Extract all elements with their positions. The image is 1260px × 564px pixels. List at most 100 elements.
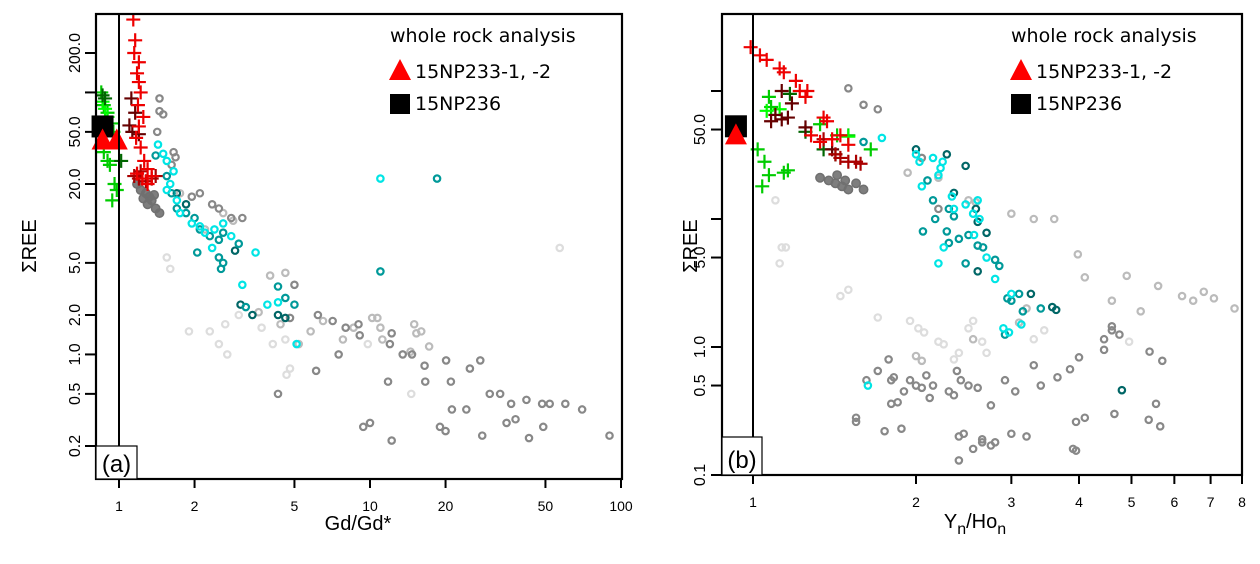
point-cyan xyxy=(273,298,283,307)
point-darkgreen-plus xyxy=(782,86,797,101)
point-verylightgray xyxy=(771,195,780,205)
point-gray xyxy=(977,435,987,444)
point-gray xyxy=(1151,399,1161,409)
point-verylightgray xyxy=(220,319,230,329)
point-teal xyxy=(1007,296,1016,305)
point-gray xyxy=(844,83,853,93)
whole-rock-triangle-15NP233-2 xyxy=(105,128,128,150)
point-darkred-plus xyxy=(828,147,843,162)
series-gray-filled xyxy=(132,179,165,219)
point-verylightgray xyxy=(1029,334,1039,344)
point-verylightgray xyxy=(234,310,244,320)
point-maroon-plus xyxy=(774,84,789,98)
series-lightgray xyxy=(903,168,1239,366)
panel-label: (a) xyxy=(102,451,131,478)
point-verylightgray xyxy=(281,335,290,344)
point-teal xyxy=(859,137,868,147)
point-cyan xyxy=(263,300,272,309)
point-teal xyxy=(216,264,226,274)
point-gray xyxy=(1053,372,1062,382)
point-red-plus xyxy=(130,98,145,113)
x-tick-label: 6 xyxy=(1170,494,1178,510)
point-gray-filled xyxy=(154,208,165,219)
point-lightgray xyxy=(175,188,185,198)
point-lightgray xyxy=(1209,294,1219,303)
x-tick-label: 7 xyxy=(1207,494,1215,510)
point-verylightgray xyxy=(214,339,224,349)
point-red-plus xyxy=(816,110,831,125)
point-lightgray xyxy=(1107,296,1117,305)
point-gray xyxy=(949,390,959,400)
y-tick-label: 1.0 xyxy=(67,343,84,365)
point-lightgray xyxy=(1153,281,1163,291)
point-verylightgray xyxy=(1039,326,1049,335)
point-cyan xyxy=(917,182,927,191)
point-gray xyxy=(1000,375,1010,385)
point-red-plus xyxy=(800,84,815,98)
point-gray xyxy=(207,199,217,209)
point-gray xyxy=(1157,356,1167,366)
point-red-plus xyxy=(804,128,819,143)
point-lightgray xyxy=(1177,291,1187,301)
point-cyan xyxy=(158,149,168,159)
point-gray xyxy=(1145,347,1154,356)
point-verylightgray xyxy=(775,259,784,268)
panel-a: 1 2 5 10 20 50 100 0.2 0.5 1.0 2.0 5.0 20.0 50.0 200.0… xyxy=(19,12,633,535)
point-gray xyxy=(441,356,451,365)
point-darkteal xyxy=(982,228,991,238)
point-gray xyxy=(435,422,445,432)
point-gray xyxy=(956,375,966,385)
point-verylightgray xyxy=(162,253,172,262)
point-cyan xyxy=(251,248,260,257)
panel-label: (b) xyxy=(727,447,756,474)
point-verylightgray xyxy=(165,264,175,274)
legend: whole rock analysis 15NP233-1, -2 15NP236 xyxy=(1010,25,1197,115)
point-verylightgray xyxy=(873,313,883,322)
point-gray xyxy=(485,389,495,399)
point-maroon-plus xyxy=(780,110,795,125)
point-gray xyxy=(1010,387,1020,396)
point-green-plus xyxy=(102,157,117,172)
point-cyan xyxy=(939,243,948,252)
point-red-plus xyxy=(130,66,145,81)
point-red-plus xyxy=(759,52,774,67)
point-verylightgray xyxy=(777,243,787,252)
point-gray xyxy=(387,328,396,338)
point-teal xyxy=(944,204,954,214)
point-cyan xyxy=(226,231,236,241)
point-gray-filled xyxy=(851,178,862,189)
point-maroon-plus xyxy=(774,112,789,127)
point-gray xyxy=(1036,381,1046,390)
point-gray xyxy=(446,377,456,386)
point-cyan xyxy=(938,157,947,167)
point-gray xyxy=(973,383,982,393)
point-red-plus xyxy=(833,128,848,143)
point-cyan xyxy=(162,185,172,195)
point-verylightgray xyxy=(968,316,978,326)
point-teal xyxy=(241,302,251,312)
series-gray xyxy=(844,83,1167,465)
point-verylightgray xyxy=(949,355,959,364)
point-teal xyxy=(954,234,964,244)
point-gray-filled xyxy=(815,172,826,183)
point-gray-filled xyxy=(149,189,160,200)
point-cyan xyxy=(292,339,301,349)
legend-title: whole rock analysis xyxy=(1011,25,1197,47)
point-cyan xyxy=(200,228,210,237)
point-cyan xyxy=(934,170,943,180)
point-gray xyxy=(968,444,978,454)
point-verylightgray xyxy=(939,339,948,349)
point-teal xyxy=(923,176,932,185)
x-tick-label: 4 xyxy=(1075,494,1083,510)
point-gray xyxy=(1107,322,1117,331)
point-cyan xyxy=(376,174,385,183)
point-verylightgray xyxy=(781,243,791,252)
point-darkteal xyxy=(1051,305,1061,315)
point-cyan xyxy=(975,214,984,224)
point-gray xyxy=(905,375,915,385)
point-green-plus xyxy=(761,168,776,183)
point-red-plus xyxy=(813,134,828,149)
point-maroon-plus xyxy=(798,120,813,135)
whole-rock-triangle-15NP233 xyxy=(724,123,747,145)
point-gray xyxy=(934,204,943,214)
